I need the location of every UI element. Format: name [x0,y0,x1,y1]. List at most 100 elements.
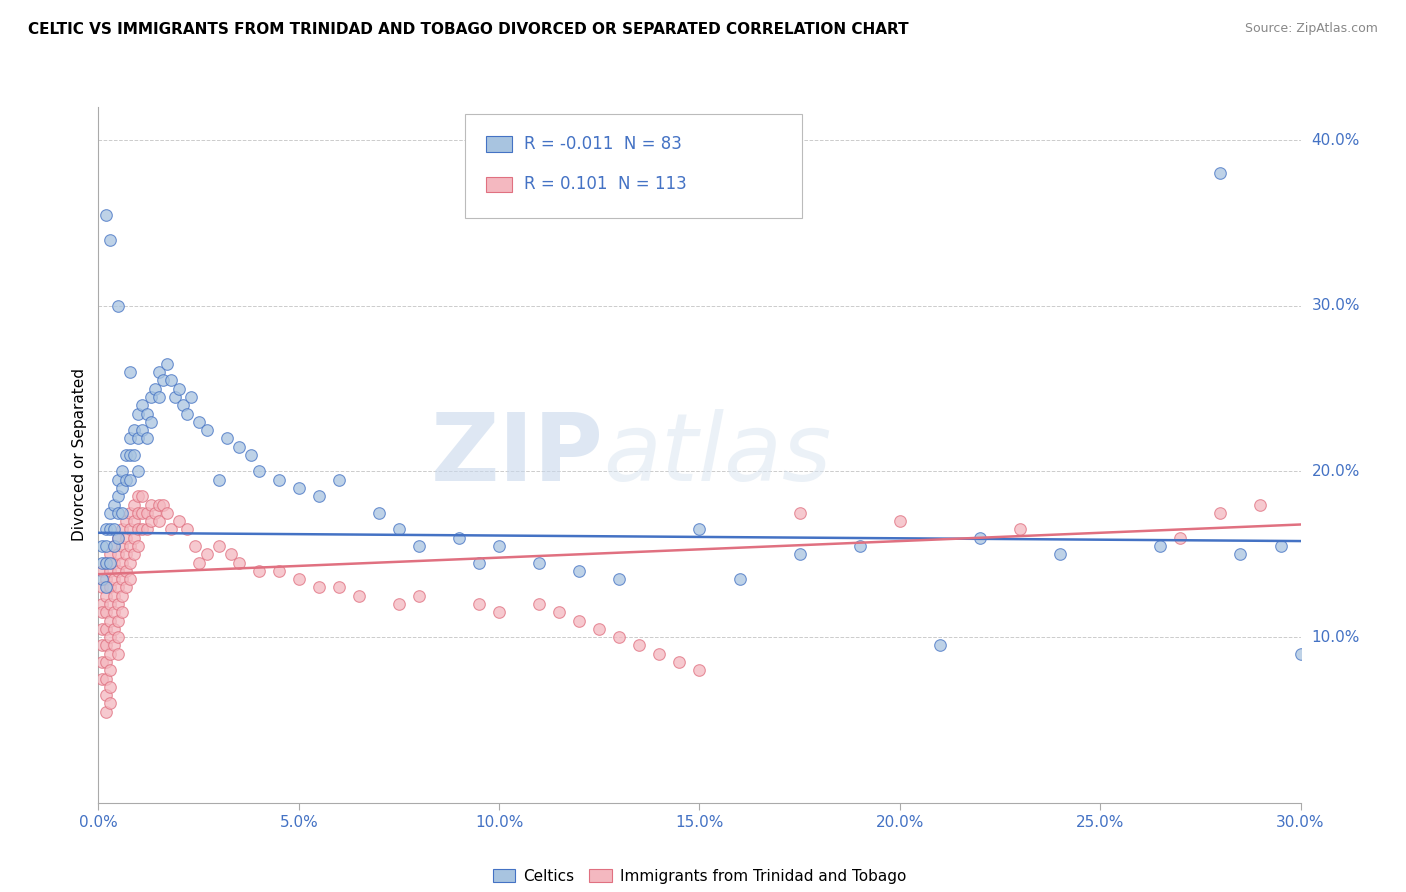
Point [688,663,710,677]
Point [308,581,330,595]
Point [176,523,198,537]
Point [96,688,118,702]
Point [172,398,194,412]
Point [929,639,952,653]
Point [100,647,122,661]
Point [159,373,181,387]
Point [247,564,270,578]
Point [208,473,231,487]
Point [107,614,129,628]
Point [100,614,122,628]
Point [103,622,125,636]
Point [111,481,134,495]
Point [148,514,170,528]
Point [107,299,129,313]
Point [96,581,118,595]
Point [128,489,150,503]
Point [120,365,142,379]
Point [152,373,174,387]
Point [91,672,114,686]
Bar [485,177,512,192]
Point [96,523,118,537]
Point [111,506,134,520]
Point [215,431,238,445]
Point [167,514,190,528]
Point [115,531,138,545]
Point [96,705,118,719]
Point [588,622,610,636]
Point [219,547,242,561]
Point [120,572,142,586]
Point [115,564,138,578]
Point [1209,166,1232,180]
Point [100,581,122,595]
Point [111,465,134,479]
Point [115,473,138,487]
Point [91,622,114,636]
Point [1289,647,1312,661]
Point [96,639,118,653]
Point [1250,498,1272,512]
Point [187,556,209,570]
Text: 20.0%: 20.0% [1312,464,1360,479]
Point [115,547,138,561]
Point [368,506,391,520]
Point [143,506,166,520]
Point [107,597,129,611]
Point [131,523,153,537]
Point [115,514,138,528]
Point [488,605,510,619]
Point [648,647,671,661]
Point [208,539,231,553]
Text: R = 0.101  N = 113: R = 0.101 N = 113 [524,175,686,194]
Point [1010,523,1032,537]
Point [100,556,122,570]
Point [103,572,125,586]
Point [100,233,122,247]
Text: CELTIC VS IMMIGRANTS FROM TRINIDAD AND TOBAGO DIVORCED OR SEPARATED CORRELATION : CELTIC VS IMMIGRANTS FROM TRINIDAD AND T… [28,22,908,37]
Point [96,589,118,603]
Point [107,473,129,487]
Point [628,639,651,653]
Point [529,556,551,570]
Point [91,556,114,570]
Point [347,589,370,603]
Point [103,539,125,553]
Point [91,572,114,586]
Point [128,539,150,553]
Point [135,407,157,421]
Point [111,572,134,586]
Y-axis label: Divorced or Separated: Divorced or Separated [72,368,87,541]
Text: 30.0%: 30.0% [1312,298,1360,313]
Point [103,589,125,603]
Point [247,465,270,479]
Point [131,398,153,412]
Point [468,556,491,570]
Point [111,589,134,603]
Point [128,431,150,445]
Point [176,407,198,421]
Point [124,514,146,528]
Point [167,382,190,396]
Point [568,614,591,628]
Point [568,564,591,578]
Point [388,597,411,611]
Point [408,539,430,553]
Point [120,556,142,570]
Point [96,556,118,570]
Point [183,539,205,553]
Point [195,423,218,437]
Point [103,605,125,619]
Point [107,489,129,503]
Point [103,639,125,653]
Point [131,423,153,437]
Point [128,407,150,421]
Point [124,448,146,462]
Point [135,431,157,445]
Point [96,672,118,686]
Text: 40.0%: 40.0% [1312,133,1360,148]
Point [228,440,250,454]
Point [148,498,170,512]
Point [120,539,142,553]
Point [96,539,118,553]
